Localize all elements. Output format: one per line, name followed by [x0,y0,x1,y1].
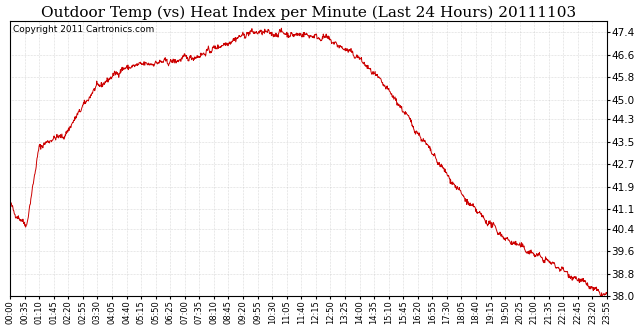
Text: Copyright 2011 Cartronics.com: Copyright 2011 Cartronics.com [13,25,154,34]
Title: Outdoor Temp (vs) Heat Index per Minute (Last 24 Hours) 20111103: Outdoor Temp (vs) Heat Index per Minute … [41,6,576,20]
